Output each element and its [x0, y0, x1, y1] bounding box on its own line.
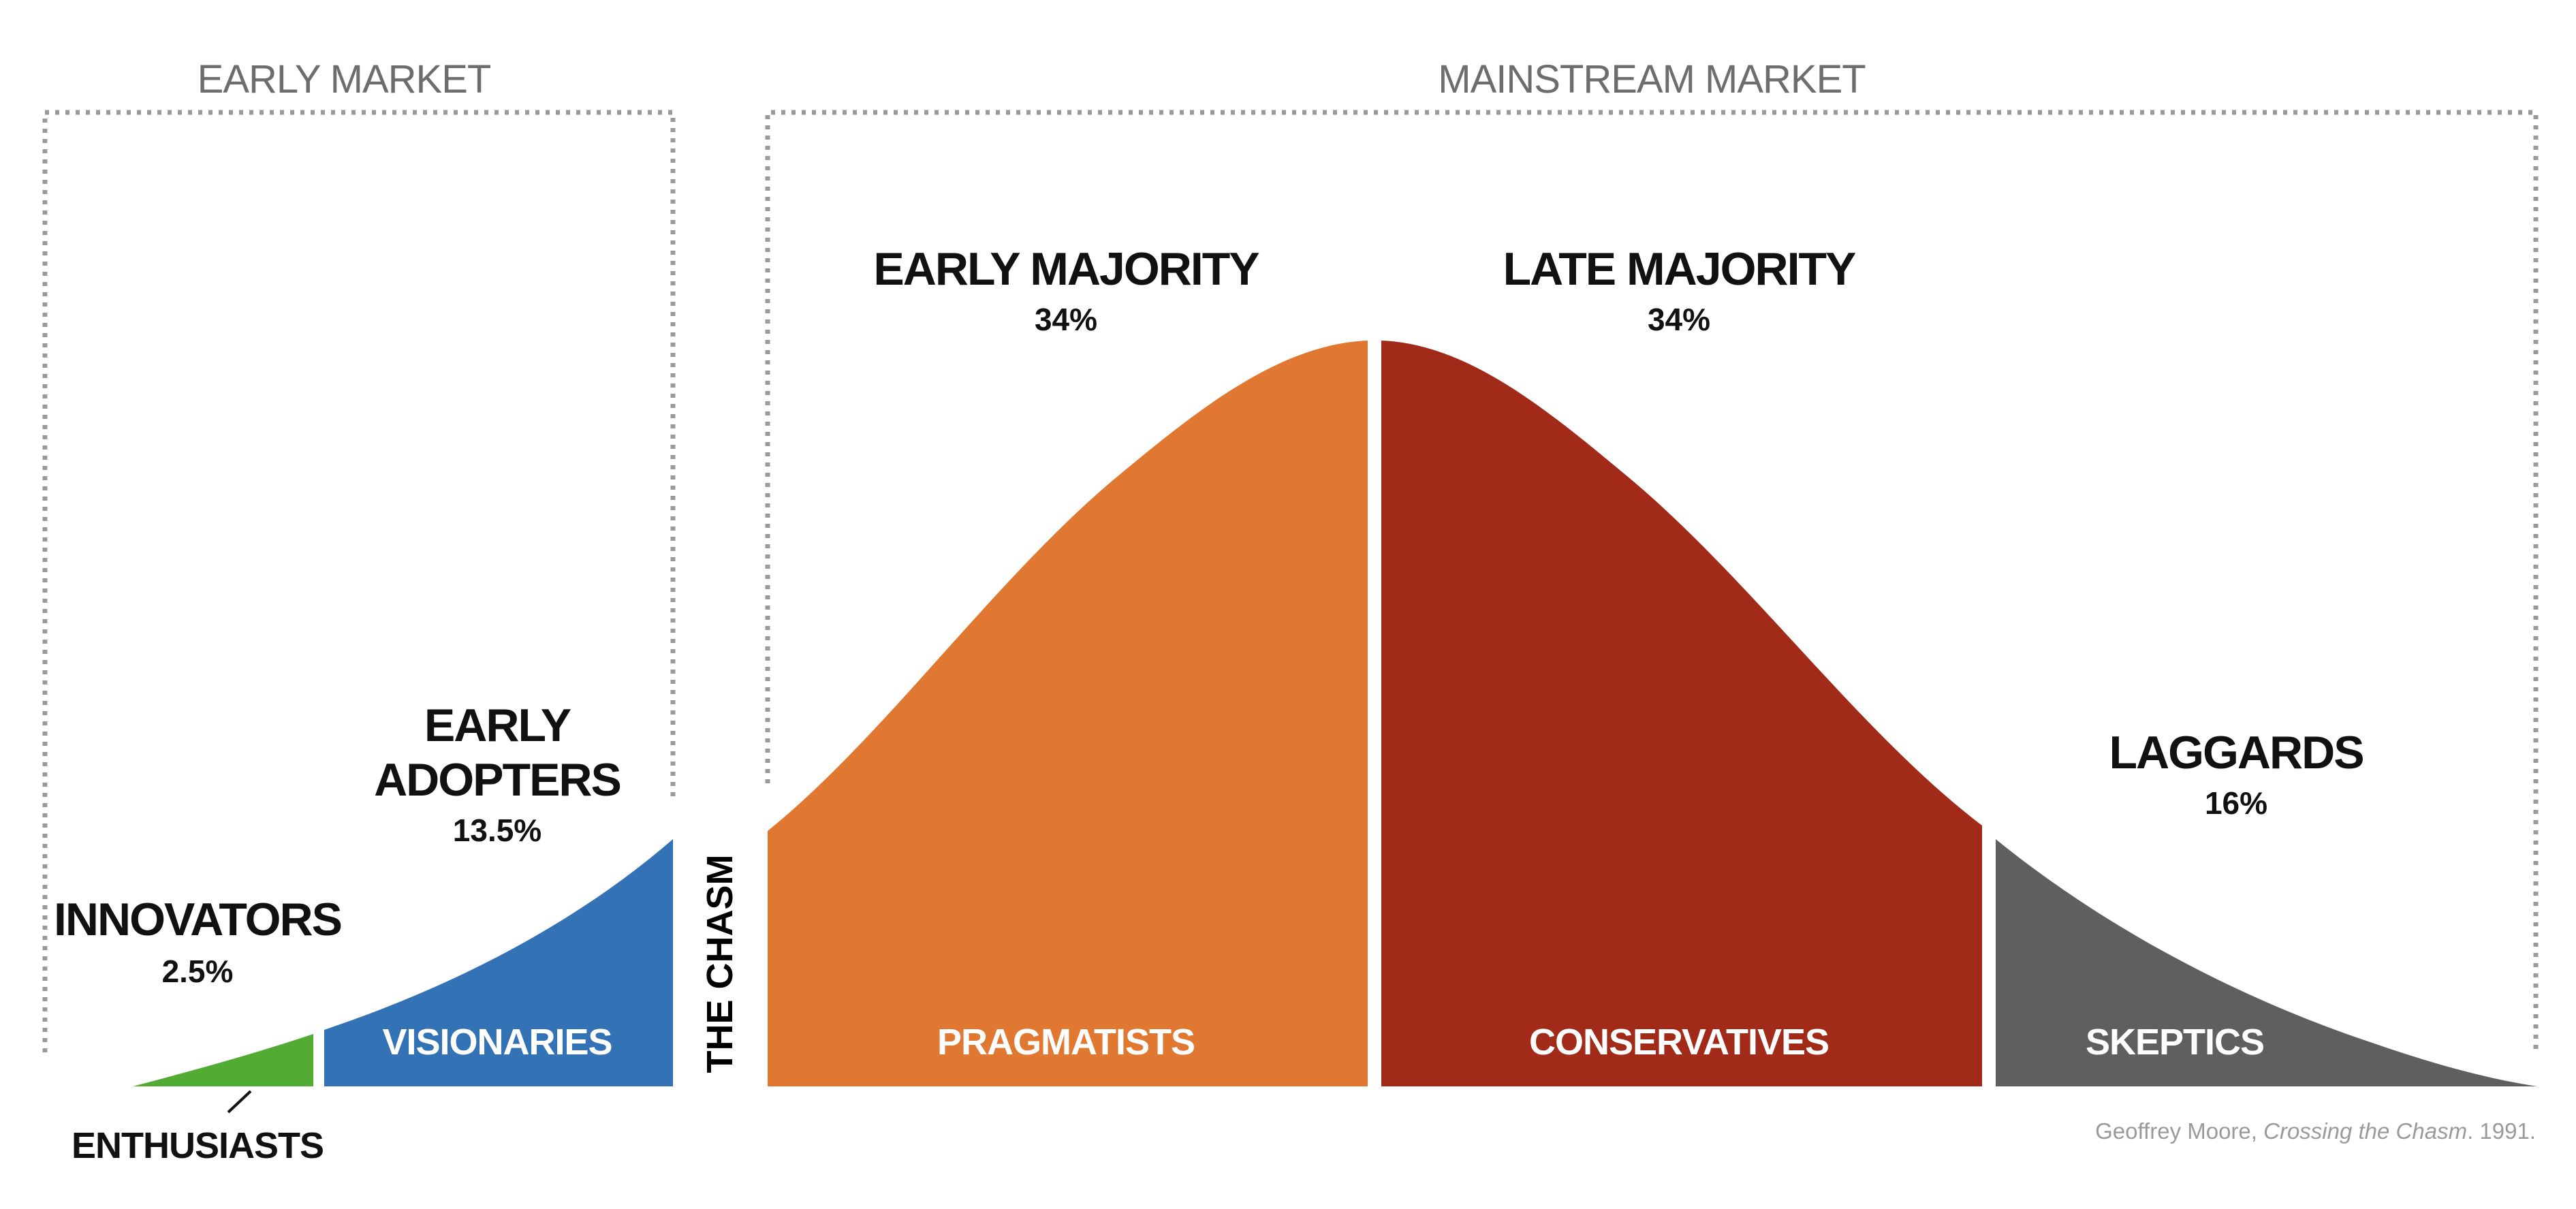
- late-majority-segment: [1381, 341, 1982, 1086]
- late-majority-percent: 34%: [1648, 302, 1710, 337]
- early-adopters-label-line2: ADOPTERS: [374, 754, 621, 806]
- early-market-bracket: [42, 110, 676, 1052]
- visionaries-label: VISIONARIES: [382, 1022, 612, 1063]
- conservatives-label: CONSERVATIVES: [1529, 1022, 1829, 1063]
- early-adopters-segment: [324, 839, 673, 1086]
- innovators-percent: 2.5%: [162, 954, 234, 989]
- chasm-label: THE CHASM: [700, 855, 740, 1073]
- early-majority-label: EARLY MAJORITY: [873, 243, 1259, 295]
- pragmatists-label: PRAGMATISTS: [937, 1022, 1195, 1063]
- source-credit: Geoffrey Moore, Crossing the Chasm. 1991…: [2095, 1118, 2536, 1144]
- early-adopters-label-line1: EARLY: [424, 700, 571, 751]
- early-market-title: EARLY MARKET: [198, 57, 491, 101]
- innovators-segment: [133, 1034, 313, 1086]
- enthusiasts-label: ENTHUSIASTS: [72, 1125, 324, 1166]
- early-majority-percent: 34%: [1035, 302, 1097, 337]
- early-adopters-percent: 13.5%: [453, 813, 541, 848]
- enthusiasts-pointer: [227, 1090, 252, 1114]
- late-majority-label: LATE MAJORITY: [1503, 243, 1856, 295]
- mainstream-market-bracket: [765, 110, 2539, 1052]
- laggards-label: LAGGARDS: [2109, 727, 2363, 779]
- skeptics-label: SKEPTICS: [2086, 1022, 2264, 1063]
- mainstream-market-title: MAINSTREAM MARKET: [1438, 57, 1866, 101]
- innovators-label: INNOVATORS: [54, 894, 341, 945]
- laggards-percent: 16%: [2205, 785, 2267, 821]
- laggards-segment: [1996, 839, 2537, 1086]
- early-majority-segment: [768, 341, 1368, 1086]
